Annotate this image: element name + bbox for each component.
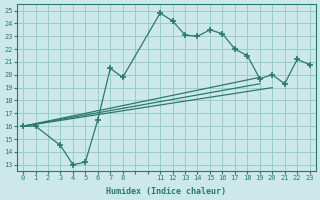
- X-axis label: Humidex (Indice chaleur): Humidex (Indice chaleur): [106, 187, 226, 196]
